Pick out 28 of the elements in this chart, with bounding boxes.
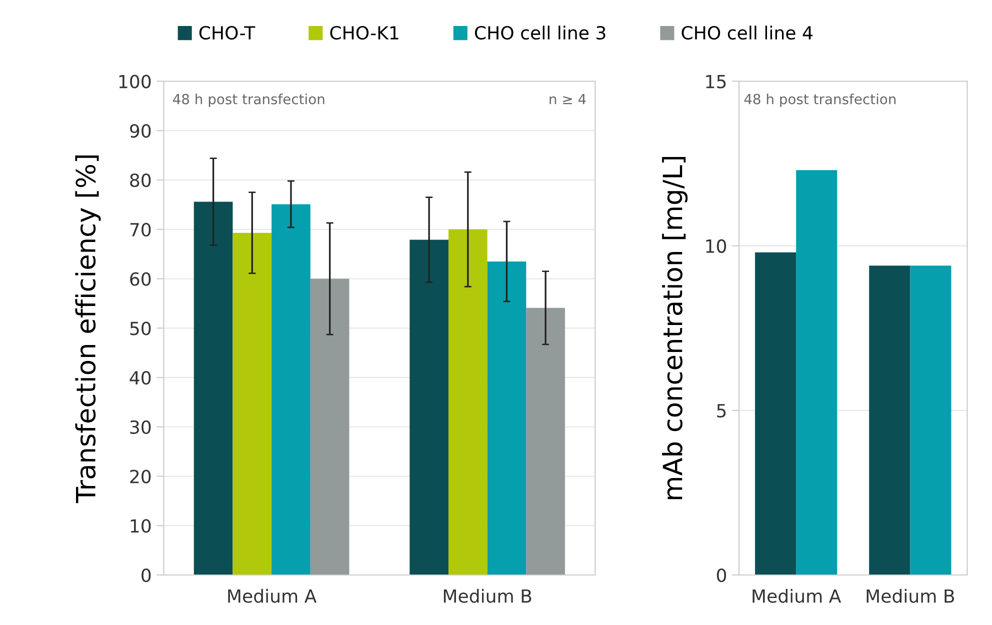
x-tick-label: Medium A [752, 588, 842, 603]
y-tick-label: 90 [130, 124, 151, 138]
y-axis-title: Transfection efficiency [%] [75, 155, 101, 504]
y-tick-label: 5 [717, 404, 726, 418]
y-tick-label: 0 [142, 568, 151, 582]
x-tick-label: Medium A [228, 588, 317, 603]
y-tick-label: 20 [130, 470, 151, 484]
y-tick-label: 30 [130, 420, 151, 434]
legend-label: CHO cell line 4 [682, 26, 812, 40]
y-tick-label: 60 [130, 272, 151, 286]
x-tick-label: Medium B [444, 588, 532, 603]
y-tick-label: 10 [130, 519, 151, 533]
legend-label: CHO-K1 [330, 26, 398, 40]
y-tick-label: 0 [716, 568, 726, 582]
y-tick-label: 100 [119, 74, 151, 88]
y-tick-label: 40 [130, 370, 151, 385]
annotation: n ≥ 4 [550, 94, 586, 104]
y-tick-label: 80 [130, 173, 151, 188]
y-tick-label: 15 [706, 74, 726, 88]
y-tick-label: 50 [130, 322, 151, 336]
annotation: 48 h post transfection [744, 94, 896, 108]
y-axis-title: mAb concentration [mg/L] [662, 157, 688, 500]
annotation: 48 h post transfection [172, 94, 324, 108]
legend-label: CHO cell line 3 [474, 26, 606, 40]
y-tick-label: 10 [706, 239, 726, 253]
y-tick-label: 70 [130, 222, 151, 236]
x-tick-label: Medium B [866, 588, 954, 603]
legend-label: CHO-T [199, 26, 256, 40]
